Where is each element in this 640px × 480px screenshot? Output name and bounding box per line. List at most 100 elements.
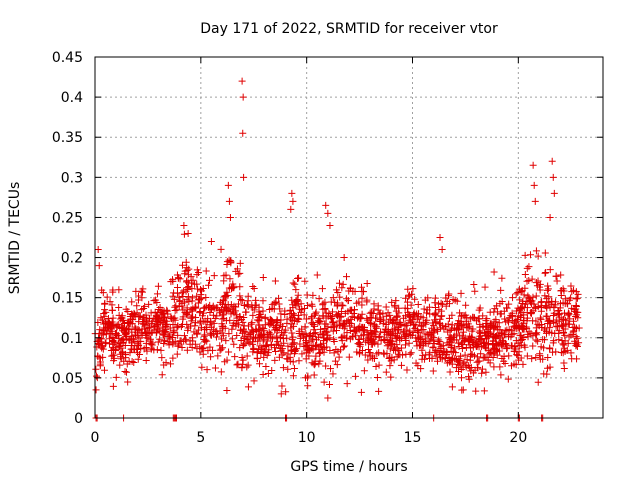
data-point — [429, 367, 437, 375]
data-point — [278, 382, 286, 390]
data-point — [311, 311, 319, 319]
data-point — [237, 336, 245, 344]
data-point — [219, 297, 227, 305]
data-point — [557, 321, 565, 329]
data-point — [317, 341, 325, 349]
data-point — [150, 323, 158, 331]
data-point — [479, 354, 487, 362]
x-tick-label: 10 — [298, 430, 316, 446]
data-point — [106, 335, 114, 343]
data-point — [287, 205, 295, 213]
data-point — [268, 366, 276, 374]
data-point — [482, 368, 490, 376]
data-point — [358, 294, 366, 302]
data-point — [239, 356, 247, 364]
data-point — [517, 303, 525, 311]
data-point — [428, 324, 436, 332]
data-point — [388, 317, 396, 325]
data-point — [120, 357, 128, 365]
data-point — [421, 335, 429, 343]
data-point — [494, 326, 502, 334]
data-point — [401, 304, 409, 312]
data-point — [279, 364, 287, 372]
data-point — [453, 336, 461, 344]
data-point — [292, 347, 300, 355]
data-point — [490, 344, 498, 352]
data-point — [481, 343, 489, 351]
data-point — [244, 292, 252, 300]
data-point — [286, 357, 294, 365]
data-point — [260, 353, 268, 361]
data-point — [366, 336, 374, 344]
data-point — [315, 317, 323, 325]
data-point — [560, 365, 568, 373]
data-point — [420, 305, 428, 313]
data-point — [382, 368, 390, 376]
data-point — [414, 300, 422, 308]
data-point — [122, 354, 130, 362]
data-point — [533, 279, 541, 287]
data-point — [555, 310, 563, 318]
data-point — [272, 340, 280, 348]
data-point — [411, 295, 419, 303]
data-point — [203, 337, 211, 345]
data-point — [222, 337, 230, 345]
data-point — [115, 286, 123, 294]
data-point — [419, 314, 427, 322]
data-point — [282, 388, 290, 396]
data-point — [512, 307, 520, 315]
data-point — [520, 291, 528, 299]
data-point — [431, 326, 439, 334]
data-point — [467, 335, 475, 343]
data-point — [516, 331, 524, 339]
data-point — [550, 303, 558, 311]
data-point — [324, 394, 332, 402]
data-point — [225, 284, 233, 292]
data-point — [509, 294, 517, 302]
data-point — [232, 267, 240, 275]
data-point — [98, 344, 106, 352]
data-point — [358, 301, 366, 309]
data-point — [224, 181, 232, 189]
data-point — [430, 321, 438, 329]
data-point — [117, 353, 125, 361]
data-point — [546, 317, 554, 325]
data-point — [574, 290, 582, 298]
data-point — [525, 263, 533, 271]
data-point — [241, 340, 249, 348]
data-point — [451, 296, 459, 304]
data-point — [211, 364, 219, 372]
data-point — [490, 363, 498, 371]
data-point — [157, 346, 165, 354]
data-point — [567, 349, 575, 357]
data-point — [292, 286, 300, 294]
data-point — [367, 335, 375, 343]
data-point — [355, 298, 363, 306]
data-point — [220, 307, 228, 315]
data-point — [555, 317, 563, 325]
data-point — [173, 350, 181, 358]
y-tick-label: 0.4 — [61, 90, 83, 106]
data-points — [91, 77, 583, 422]
data-point — [553, 323, 561, 331]
data-point — [572, 339, 580, 347]
data-point — [514, 324, 522, 332]
data-point — [532, 247, 540, 255]
data-point — [188, 334, 196, 342]
x-axis-label: GPS time / hours — [290, 459, 407, 475]
data-point — [158, 311, 166, 319]
data-point — [462, 301, 470, 309]
data-point — [346, 322, 354, 330]
data-point — [471, 287, 479, 295]
data-point — [171, 338, 179, 346]
data-point — [169, 354, 177, 362]
data-point — [419, 351, 427, 359]
data-point — [373, 350, 381, 358]
data-point — [481, 353, 489, 361]
data-point — [572, 295, 580, 303]
data-point — [330, 349, 338, 357]
data-point — [543, 304, 551, 312]
data-point — [248, 319, 256, 327]
data-point — [101, 306, 109, 314]
data-point — [116, 361, 124, 369]
